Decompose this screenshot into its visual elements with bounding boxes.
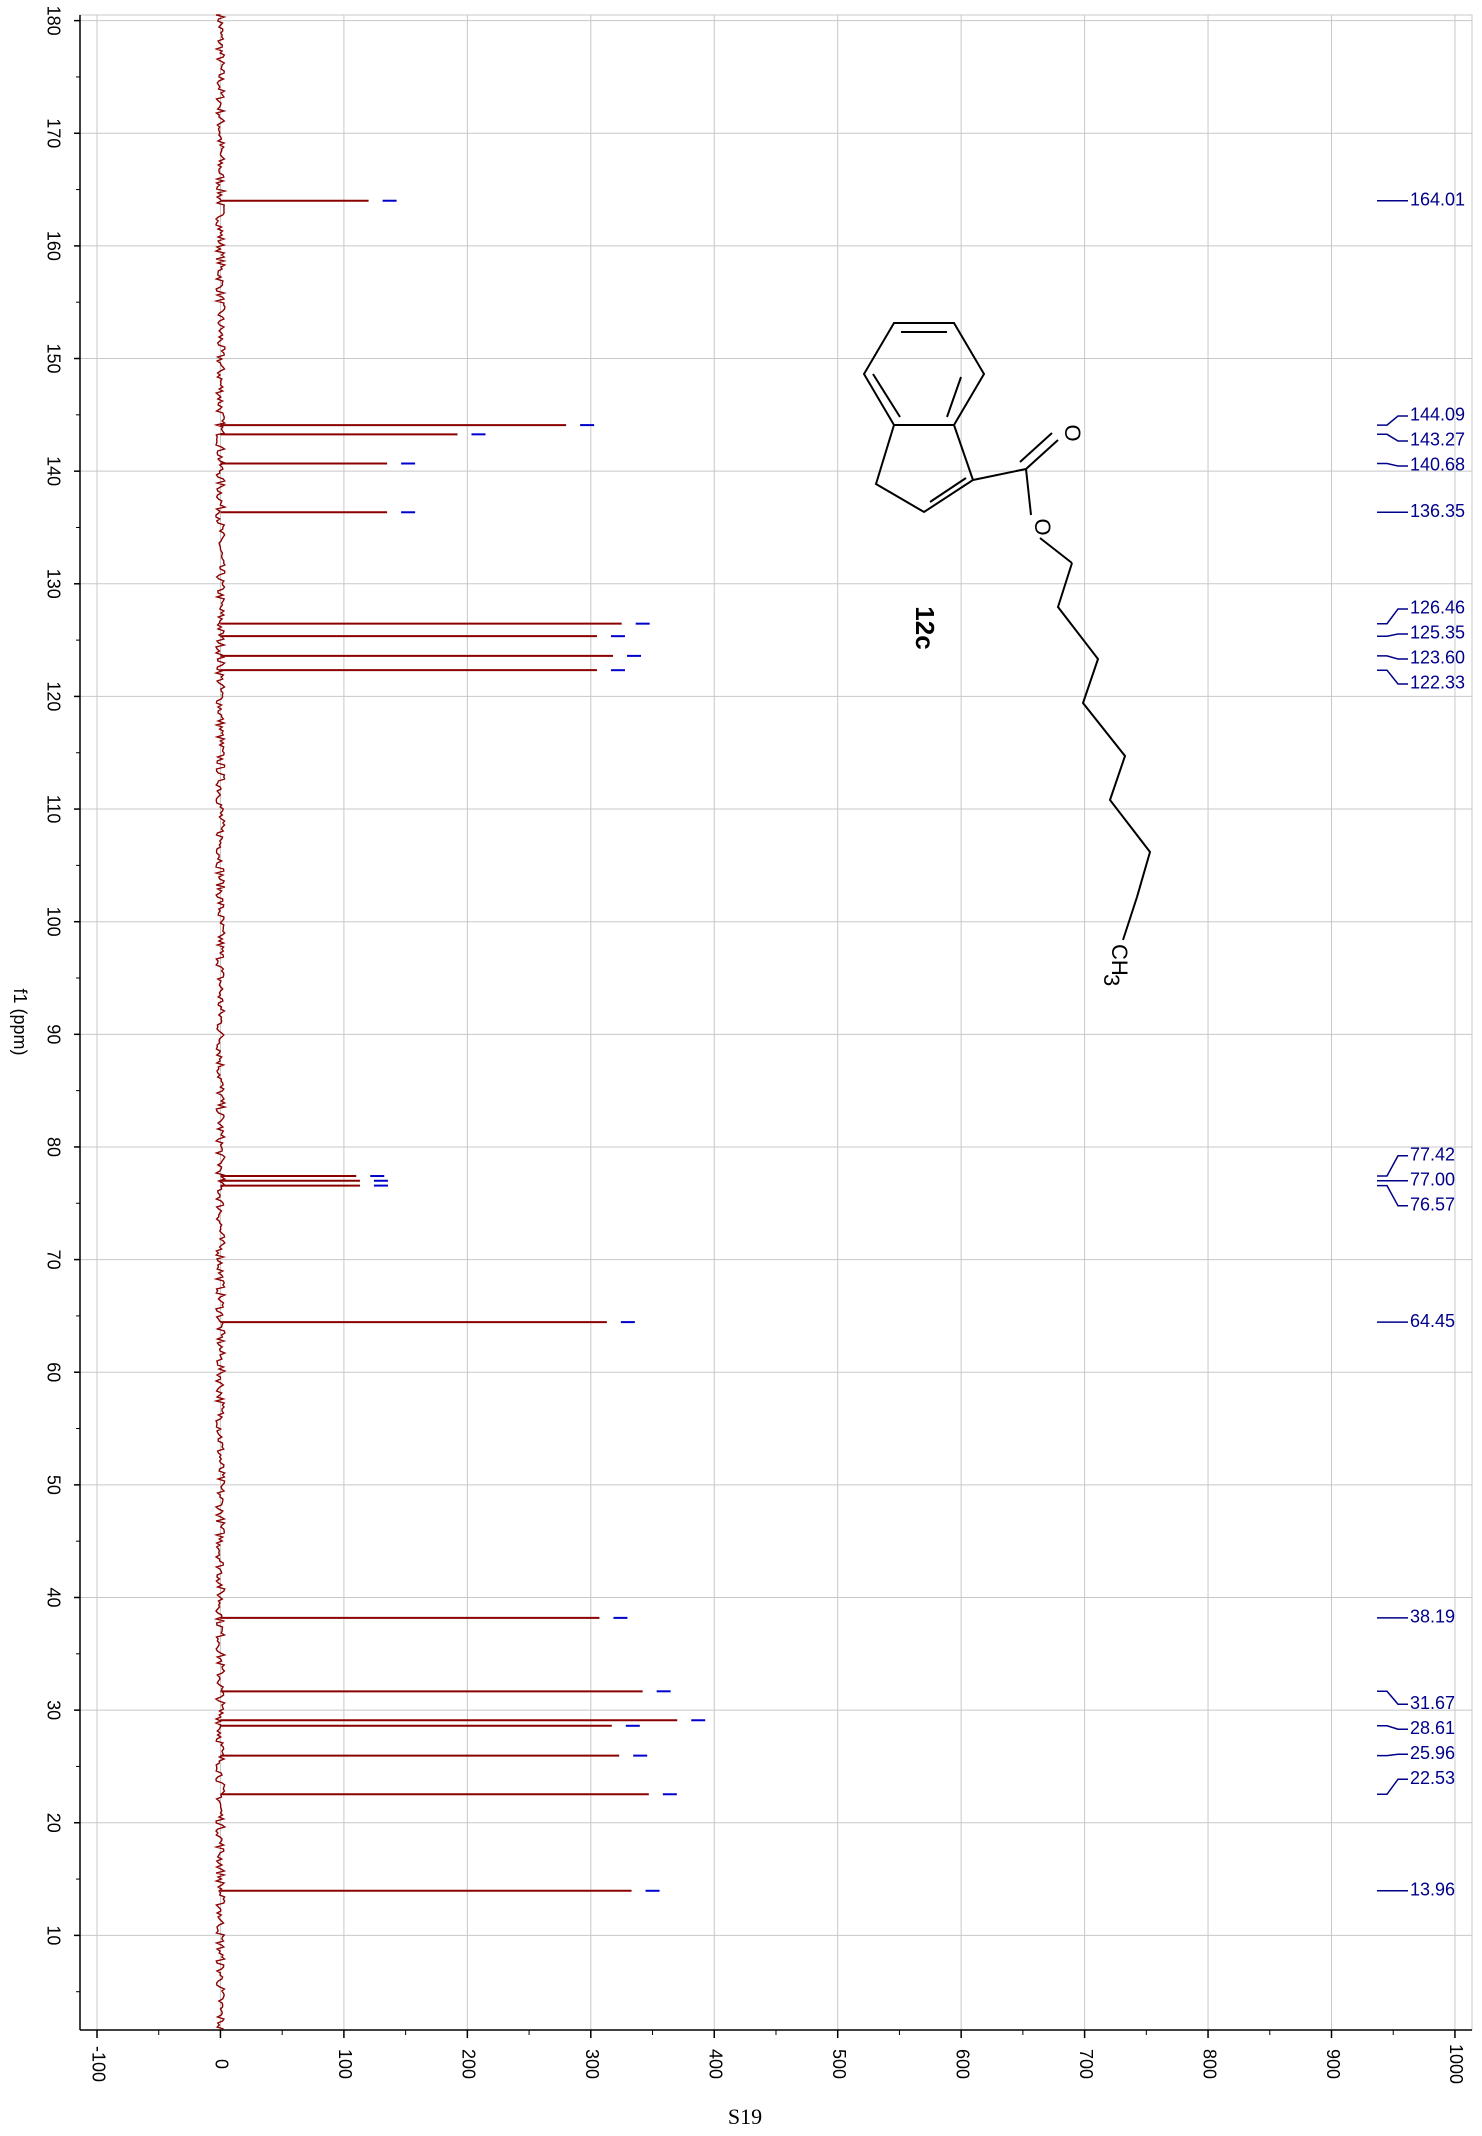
x-tick-label: 1000 xyxy=(1446,2044,1466,2084)
y-tick-label: 60 xyxy=(43,1362,63,1382)
svg-text:3: 3 xyxy=(1099,974,1124,986)
svg-text:CH: CH xyxy=(1107,944,1132,976)
peak-labels: 164.01 144.09 143.27 140.68 136.35 126.46 125.… xyxy=(1377,189,1465,1900)
y-tick-label: 70 xyxy=(43,1250,63,1270)
peak-label-leader xyxy=(1377,433,1408,442)
peak-label: 22.53 xyxy=(1410,1768,1455,1788)
axes: 1801701601501401301201101009080706050403… xyxy=(43,6,1472,2084)
y-tick-label: 30 xyxy=(43,1700,63,1720)
peak-label: 77.42 xyxy=(1410,1145,1455,1165)
peak-label: 77.00 xyxy=(1410,1170,1455,1190)
peak-label-leader xyxy=(1377,1155,1408,1177)
peak-label-leader xyxy=(1377,1753,1408,1757)
y-tick-label: 80 xyxy=(43,1137,63,1157)
y-tick-label: 120 xyxy=(43,681,63,711)
peak-label-leader xyxy=(1377,608,1408,625)
ring-double-bond xyxy=(929,477,967,503)
alkyl-chain xyxy=(1056,562,1152,898)
aromatic-bond xyxy=(946,376,962,418)
peak-label: 28.61 xyxy=(1410,1718,1455,1738)
peak-label-leader xyxy=(1377,669,1408,685)
peak-label-leader xyxy=(1377,1778,1408,1796)
peak-label: 25.96 xyxy=(1410,1743,1455,1763)
molecule-structure xyxy=(862,322,1152,941)
x-tick-label: 0 xyxy=(212,2059,232,2069)
methyl-group: CH 3 xyxy=(1099,944,1132,986)
y-tick-label: 180 xyxy=(43,6,63,36)
x-tick-label: 200 xyxy=(459,2049,479,2079)
peak-label: 122.33 xyxy=(1410,673,1465,693)
y-tick-label: 170 xyxy=(43,118,63,148)
methyl-bond xyxy=(1122,896,1138,941)
peak-label-leader xyxy=(1377,415,1408,426)
y-tick-label: 40 xyxy=(43,1587,63,1607)
carbonyl-double xyxy=(1025,439,1059,470)
peak-label: 136.35 xyxy=(1410,501,1465,521)
x-tick-label: 500 xyxy=(829,2049,849,2079)
carbonyl-bond xyxy=(972,468,1027,481)
compound-label: 12c xyxy=(910,606,940,649)
benzene-ring xyxy=(862,322,986,426)
x-tick-label: 100 xyxy=(335,2049,355,2079)
peak-label-leader xyxy=(1377,462,1408,467)
five-ring xyxy=(874,424,975,514)
y-tick-label: 10 xyxy=(43,1925,63,1945)
x-tick-label: 700 xyxy=(1076,2049,1096,2079)
peak-label-leader xyxy=(1377,633,1408,637)
peak-label-leader xyxy=(1377,655,1408,660)
y-tick-label: 20 xyxy=(43,1813,63,1833)
x-tick-label: 600 xyxy=(952,2049,972,2079)
x-tick-label: 900 xyxy=(1323,2049,1343,2079)
y-tick-label: 110 xyxy=(43,795,63,824)
carbonyl-double xyxy=(1019,432,1053,463)
peak-label: 125.35 xyxy=(1410,623,1465,643)
peak-label: 143.27 xyxy=(1410,430,1465,450)
spectrum-baseline xyxy=(213,14,228,2030)
carbonyl-oxygen: O xyxy=(1060,424,1085,441)
y-tick-label: 160 xyxy=(43,231,63,261)
x-tick-label: 400 xyxy=(706,2049,726,2079)
peak-label: 164.01 xyxy=(1410,189,1465,209)
spectrum xyxy=(213,14,706,2030)
x-tick-label: -100 xyxy=(88,2046,108,2082)
peak-label: 140.68 xyxy=(1410,455,1465,475)
ester-oxygen: O xyxy=(1030,518,1055,535)
page-label: S19 xyxy=(728,2104,762,2129)
ester-bond xyxy=(1025,468,1032,516)
peak-label: 126.46 xyxy=(1410,598,1465,618)
peak-label-leader xyxy=(1377,1184,1408,1207)
peak-label: 64.45 xyxy=(1410,1311,1455,1331)
x-tick-label: 300 xyxy=(582,2049,602,2079)
peak-label: 38.19 xyxy=(1410,1607,1455,1627)
peak-label: 144.09 xyxy=(1410,405,1465,425)
axis-title-ppm: f1 (ppm) xyxy=(10,988,30,1055)
y-tick-label: 130 xyxy=(43,569,63,599)
y-tick-label: 140 xyxy=(43,456,63,486)
y-tick-label: 150 xyxy=(43,344,63,374)
x-tick-label: 800 xyxy=(1199,2049,1219,2079)
y-tick-label: 50 xyxy=(43,1475,63,1495)
ester-bond xyxy=(1039,537,1073,564)
peak-label: 13.96 xyxy=(1410,1880,1455,1900)
peak-label: 31.67 xyxy=(1410,1693,1455,1713)
peak-label-leader xyxy=(1377,1725,1408,1730)
grid-lines xyxy=(79,14,1473,2031)
peak-label-leader xyxy=(1377,1690,1408,1705)
peak-label: 123.60 xyxy=(1410,648,1465,668)
y-tick-label: 100 xyxy=(43,907,63,937)
y-tick-label: 90 xyxy=(43,1024,63,1044)
peak-label: 76.57 xyxy=(1410,1195,1455,1215)
aromatic-bond xyxy=(872,373,901,418)
plot-frame xyxy=(79,14,1473,2031)
